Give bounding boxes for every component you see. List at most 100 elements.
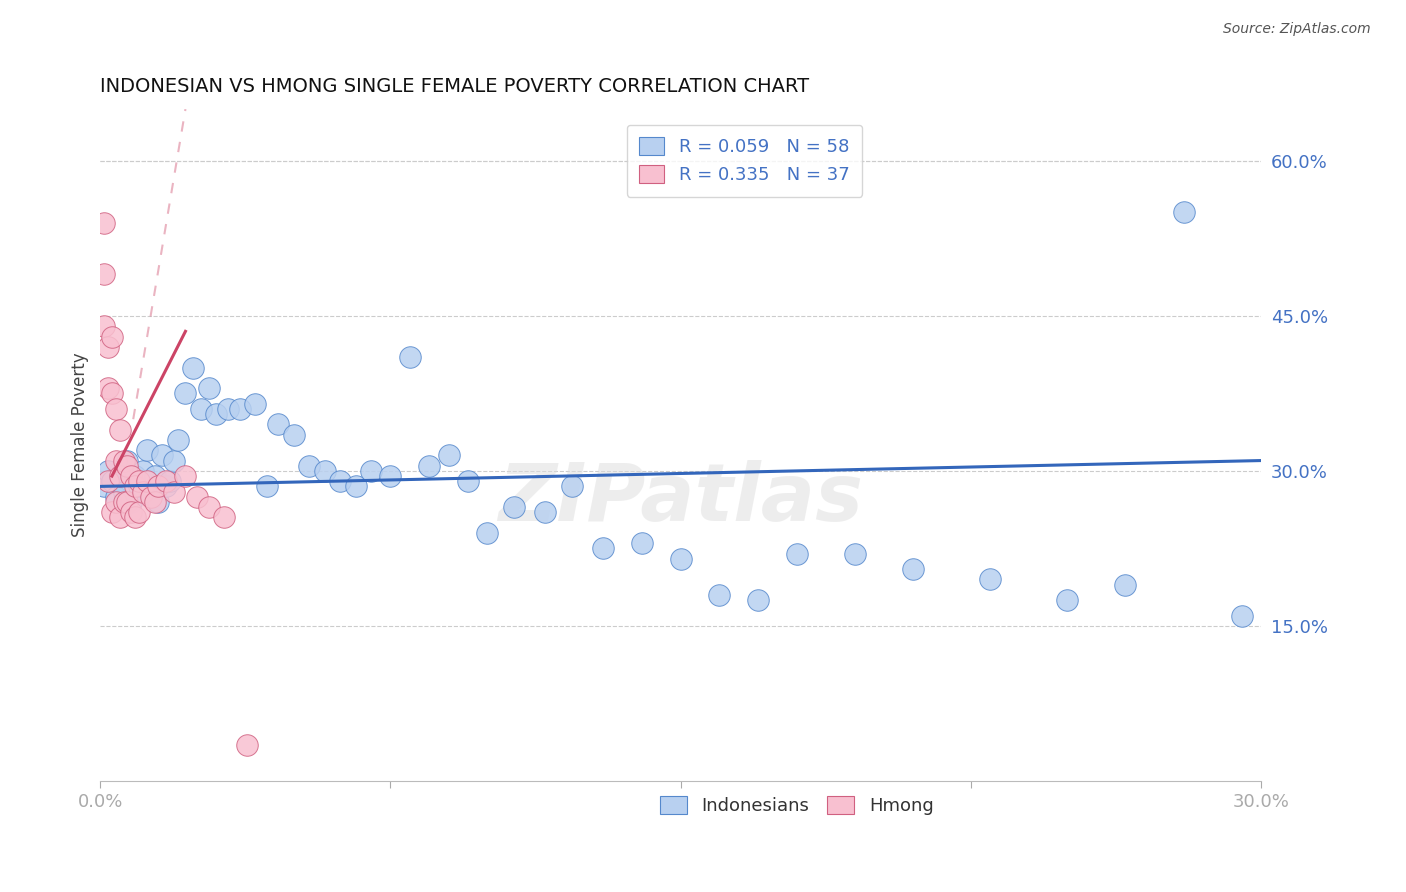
Point bbox=[132, 484, 155, 499]
Text: Source: ZipAtlas.com: Source: ZipAtlas.com bbox=[1223, 22, 1371, 37]
Point bbox=[143, 495, 166, 509]
Point bbox=[108, 423, 131, 437]
Point bbox=[503, 500, 526, 514]
Point bbox=[631, 536, 654, 550]
Point bbox=[418, 458, 440, 473]
Point bbox=[844, 547, 866, 561]
Point bbox=[101, 474, 124, 488]
Point bbox=[592, 541, 614, 556]
Point bbox=[561, 479, 583, 493]
Point bbox=[197, 381, 219, 395]
Point bbox=[128, 479, 150, 493]
Point bbox=[112, 484, 135, 499]
Point bbox=[979, 573, 1001, 587]
Point bbox=[228, 401, 250, 416]
Point bbox=[120, 469, 142, 483]
Point bbox=[380, 469, 402, 483]
Point bbox=[97, 381, 120, 395]
Point bbox=[314, 464, 336, 478]
Point bbox=[124, 469, 146, 483]
Point bbox=[344, 479, 367, 493]
Point bbox=[93, 268, 115, 282]
Point bbox=[135, 443, 157, 458]
Point bbox=[143, 469, 166, 483]
Point bbox=[709, 588, 731, 602]
Point bbox=[1173, 205, 1195, 219]
Point bbox=[205, 407, 228, 421]
Point bbox=[124, 479, 146, 493]
Point bbox=[1230, 608, 1253, 623]
Point bbox=[139, 484, 162, 499]
Point bbox=[117, 453, 139, 467]
Point bbox=[437, 449, 460, 463]
Point bbox=[190, 401, 212, 416]
Point bbox=[669, 551, 692, 566]
Point bbox=[329, 474, 352, 488]
Point bbox=[360, 464, 382, 478]
Point bbox=[163, 453, 186, 467]
Point bbox=[124, 510, 146, 524]
Point bbox=[104, 401, 127, 416]
Point bbox=[298, 458, 321, 473]
Point bbox=[104, 453, 127, 467]
Point bbox=[132, 464, 155, 478]
Point bbox=[104, 495, 127, 509]
Point bbox=[135, 474, 157, 488]
Point bbox=[101, 386, 124, 401]
Point bbox=[150, 449, 173, 463]
Point bbox=[104, 490, 127, 504]
Point bbox=[120, 495, 142, 509]
Point bbox=[120, 505, 142, 519]
Point bbox=[101, 329, 124, 343]
Point bbox=[197, 500, 219, 514]
Point bbox=[128, 474, 150, 488]
Point bbox=[93, 479, 115, 493]
Point bbox=[112, 495, 135, 509]
Point bbox=[117, 458, 139, 473]
Point bbox=[457, 474, 479, 488]
Point bbox=[256, 479, 278, 493]
Point bbox=[236, 738, 259, 752]
Point bbox=[267, 417, 290, 432]
Point bbox=[108, 510, 131, 524]
Point bbox=[117, 495, 139, 509]
Point bbox=[101, 505, 124, 519]
Text: INDONESIAN VS HMONG SINGLE FEMALE POVERTY CORRELATION CHART: INDONESIAN VS HMONG SINGLE FEMALE POVERT… bbox=[100, 78, 810, 96]
Point bbox=[148, 495, 170, 509]
Point bbox=[901, 562, 924, 576]
Point bbox=[97, 340, 120, 354]
Point bbox=[148, 479, 170, 493]
Point bbox=[477, 525, 499, 540]
Y-axis label: Single Female Poverty: Single Female Poverty bbox=[72, 352, 89, 537]
Point bbox=[398, 350, 420, 364]
Point bbox=[786, 547, 808, 561]
Legend: Indonesians, Hmong: Indonesians, Hmong bbox=[652, 789, 941, 822]
Point bbox=[166, 433, 188, 447]
Point bbox=[181, 360, 204, 375]
Point bbox=[174, 386, 197, 401]
Point bbox=[283, 427, 305, 442]
Point bbox=[93, 319, 115, 334]
Point bbox=[97, 474, 120, 488]
Point bbox=[1056, 593, 1078, 607]
Point bbox=[112, 453, 135, 467]
Point bbox=[159, 474, 181, 488]
Point bbox=[212, 510, 235, 524]
Text: ZIPatlas: ZIPatlas bbox=[498, 459, 863, 538]
Point bbox=[93, 216, 115, 230]
Point bbox=[186, 490, 208, 504]
Point bbox=[108, 469, 131, 483]
Point bbox=[155, 474, 177, 488]
Point bbox=[128, 505, 150, 519]
Point bbox=[243, 397, 266, 411]
Point bbox=[534, 505, 557, 519]
Point bbox=[217, 401, 239, 416]
Point bbox=[108, 469, 131, 483]
Point bbox=[139, 490, 162, 504]
Point bbox=[97, 464, 120, 478]
Point bbox=[174, 469, 197, 483]
Point bbox=[163, 484, 186, 499]
Point bbox=[1114, 577, 1136, 591]
Point bbox=[747, 593, 769, 607]
Point bbox=[155, 479, 177, 493]
